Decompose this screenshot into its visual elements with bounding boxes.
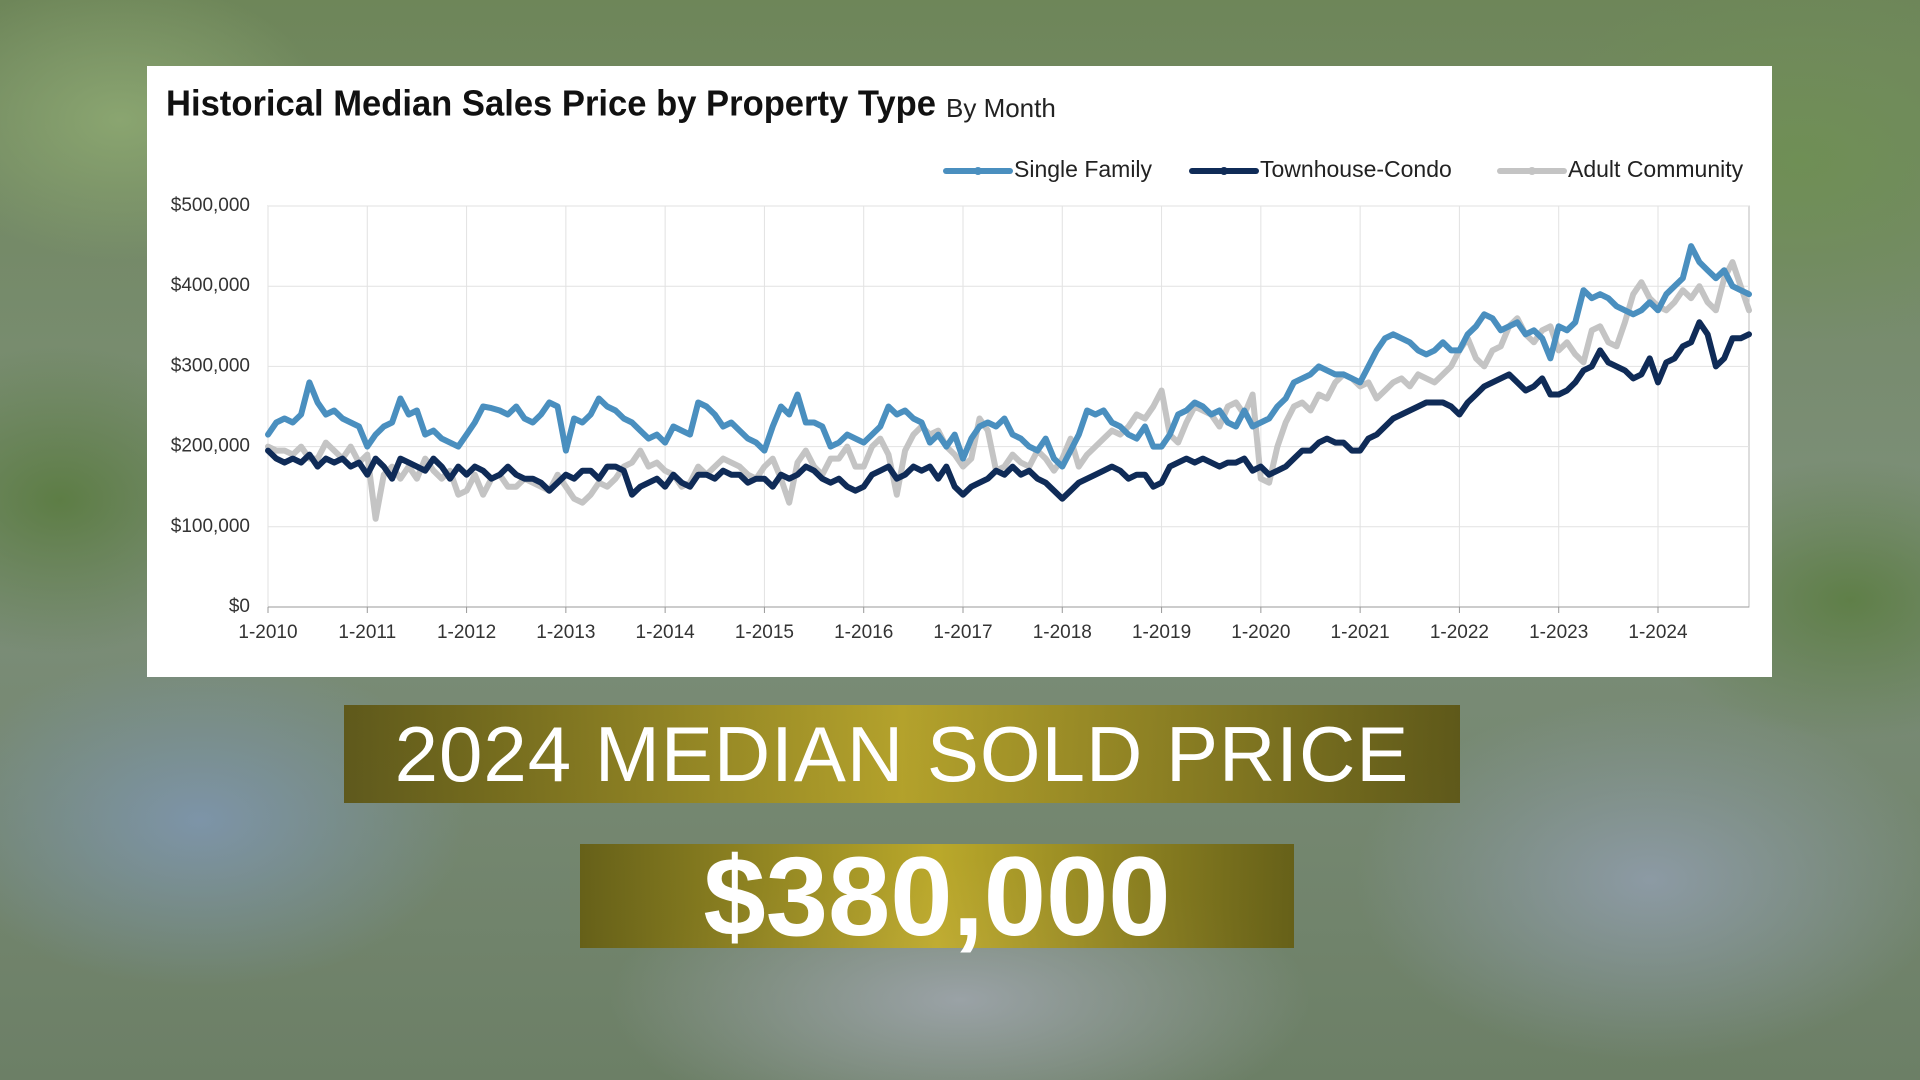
x-tick-label: 1-2018 [1033, 622, 1092, 643]
x-tick-label: 1-2012 [437, 622, 496, 643]
y-tick-label: $0 [229, 596, 250, 617]
x-tick-label: 1-2013 [536, 622, 595, 643]
x-tick-label: 1-2024 [1628, 622, 1688, 643]
x-tick-label: 1-2021 [1331, 622, 1390, 643]
x-tick-label: 1-2019 [1132, 622, 1191, 643]
x-tick-label: 1-2020 [1231, 622, 1290, 643]
heading: 2024 MEDIAN SOLD PRICE [394, 709, 1410, 798]
x-tick-label: 1-2023 [1529, 622, 1588, 643]
legend-label: Single Family [1014, 156, 1153, 182]
line-series [265, 259, 1752, 522]
y-tick-label: $100,000 [171, 516, 250, 537]
legend-label: Townhouse-Condo [1260, 156, 1452, 182]
x-tick-label: 1-2010 [238, 622, 297, 643]
x-tick-label: 1-2015 [735, 622, 794, 643]
y-tick-label: $200,000 [171, 436, 250, 457]
legend-marker [1220, 167, 1228, 175]
legend-marker [1528, 167, 1536, 175]
price: $380,000 [703, 833, 1171, 959]
heading-banner: 2024 MEDIAN SOLD PRICE [344, 705, 1460, 803]
legend-label: Adult Community [1568, 156, 1744, 182]
price-banner: $380,000 [580, 834, 1294, 959]
x-tick-label: 1-2022 [1430, 622, 1489, 643]
chart-subtitle: By Month [946, 93, 1056, 123]
chart-title: Historical Median Sales Price by Propert… [166, 83, 936, 124]
y-tick-label: $300,000 [171, 355, 250, 376]
x-tick-label: 1-2011 [338, 622, 396, 643]
legend-marker [974, 167, 982, 175]
line-series [265, 243, 1752, 470]
x-tick-label: 1-2017 [933, 622, 992, 643]
x-tick-label: 1-2014 [636, 622, 696, 643]
chart: Historical Median Sales Price by Propert… [147, 66, 1772, 677]
chart-panel [147, 66, 1772, 677]
y-tick-label: $400,000 [171, 275, 250, 296]
y-tick-label: $500,000 [171, 195, 250, 216]
line-series [265, 319, 1752, 502]
x-tick-label: 1-2016 [834, 622, 893, 643]
